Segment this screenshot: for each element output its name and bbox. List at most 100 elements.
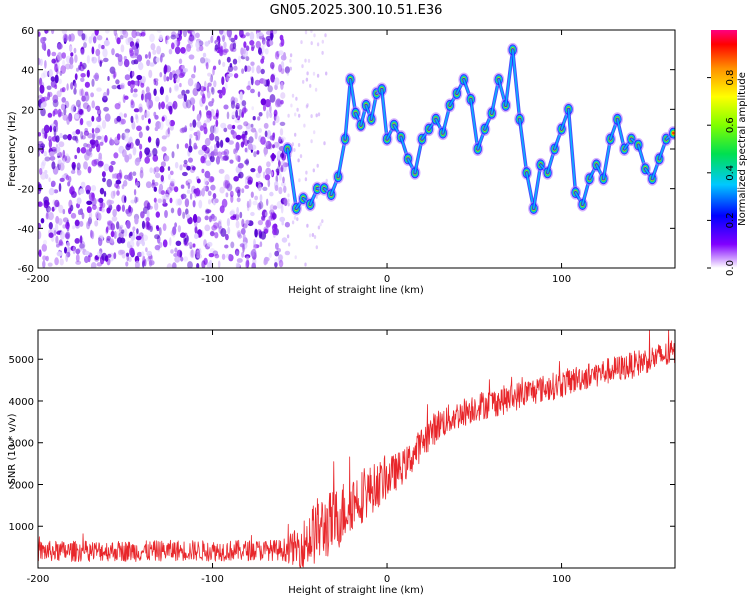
spectrogram-noise-speck [225,192,229,198]
spectrogram-noise-speck [220,228,227,237]
spectrogram-noise-speck [95,211,100,219]
spectrogram-noise-speck [244,147,248,153]
snr-x-label: Height of straight line (km) [288,585,424,596]
spectrogram-noise-speck [154,96,160,102]
spectrogram-noise-speck [40,72,46,79]
spectrogram-noise-speck [137,180,141,188]
spectrogram-noise-speck [167,166,171,171]
spectrogram-noise-speck [185,180,189,186]
spectrogram-noise-speck [173,83,180,92]
spectrogram-noise-speck [79,243,85,249]
spectrogram-noise-speck [222,155,229,161]
spectrogram-noise-speck [130,199,136,204]
spectrogram-noise-speck [215,119,219,128]
spectrogram-noise-speck [196,178,201,184]
spectrogram-noise-speck [114,103,121,110]
spectrogram-noise-speck [317,225,321,230]
spectrogram-noise-speck [169,71,173,81]
spectrogram-noise-speck [273,141,280,148]
spectrogram-noise-speck [192,243,196,248]
spectrogram-noise-speck [180,232,186,238]
spectrogram-noise-speck [57,52,63,61]
spectrogram-noise-speck [124,95,129,100]
spectrogram-noise-speck [297,158,300,163]
spectrogram-noise-speck [257,220,263,226]
spectrogram-noise-speck [251,46,255,52]
spectrogram-noise-speck [117,59,123,67]
spectrogram-noise-speck [136,125,142,132]
spectrogram-noise-speck [118,145,125,154]
spectrogram-noise-speck [170,207,175,214]
spectrogram-noise-speck [55,235,59,244]
spectrogram-noise-speck [259,241,263,248]
spectrogram-noise-speck [97,206,100,212]
spectrogram-noise-speck [237,124,243,130]
spectrogram-noise-speck [144,54,148,59]
spectrogram-noise-speck [102,48,108,58]
spectrogram-noise-speck [138,62,144,71]
spectrogram-noise-speck [210,86,214,93]
spectrogram-noise-speck [276,171,280,176]
spectrogram-noise-speck [116,133,121,141]
spectrogram-noise-speck [201,168,205,174]
spectrogram-noise-speck [237,155,241,163]
spectrogram-noise-speck [135,113,138,120]
spectrogram-noise-speck [182,211,186,219]
spectrogram-noise-speck [86,104,91,113]
spectrogram-noise-speck [115,53,120,58]
spectrogram-noise-speck [129,80,135,89]
spectrogram-noise-speck [49,125,53,133]
spectrogram-noise-speck [209,76,213,83]
spectrogram-noise-speck [66,246,71,254]
spectrogram-noise-speck [173,77,177,84]
spectrogram-noise-speck [156,30,162,33]
spectrogram-noise-speck [168,174,171,180]
spectrogram-noise-speck [154,126,159,132]
spectrogram-noise-speck [158,102,161,110]
spectrogram-noise-speck [54,257,59,266]
spectrogram-noise-speck [77,209,82,216]
spectrogram-noise-speck [185,235,190,243]
spectrogram-noise-speck [179,82,182,88]
spectrogram-noise-speck [245,123,252,130]
spectrogram-noise-speck [102,95,108,103]
spectrogram-noise-speck [189,126,194,131]
spectrogram-noise-speck [56,146,61,153]
spectrogram-noise-speck [183,93,187,102]
spectrogram-noise-speck [209,231,215,237]
spectrogram-noise-speck [117,249,124,256]
spectrogram-noise-speck [236,230,242,238]
spectrogram-noise-speck [169,119,175,127]
spectrogram-noise-speck [115,32,118,41]
spectrogram-noise-speck [234,151,238,160]
spectrogram-noise-speck [38,132,42,137]
spectrogram-noise-speck [236,258,243,263]
spectrogram-noise-speck [171,42,175,50]
spectrogram-noise-speck [289,66,292,71]
spectrogram-noise-speck [266,109,270,118]
spectrogram-noise-speck [166,76,170,82]
spectrogram-noise-speck [135,178,138,186]
spectrogram-noise-speck [202,93,206,99]
spectrogram-noise-speck [48,139,53,149]
spectrogram-noise-field [38,30,329,268]
spectrogram-noise-speck [88,36,93,44]
spectrogram-noise-speck [278,136,282,143]
spectrogram-noise-speck [83,92,90,102]
spectrogram-y-label: Frequency (Hz) [7,111,18,187]
spectrogram-noise-speck [263,171,266,179]
spectrogram-noise-speck [257,91,261,98]
spectrogram-noise-speck [103,163,110,172]
snr-x-tick-label: -100 [201,574,224,585]
spectrogram-noise-speck [70,52,74,57]
spectrogram-noise-speck [83,142,88,148]
spectrogram-noise-speck [93,74,99,80]
spectrogram-noise-speck [215,112,219,117]
spectrogram-noise-speck [245,45,250,51]
spectrogram-noise-speck [146,125,150,131]
spectrogram-noise-speck [44,30,49,34]
spectrogram-noise-speck [210,184,216,191]
spectrogram-noise-speck [73,87,77,95]
spectrogram-noise-speck [159,86,164,96]
spectrogram-noise-speck [269,104,272,114]
